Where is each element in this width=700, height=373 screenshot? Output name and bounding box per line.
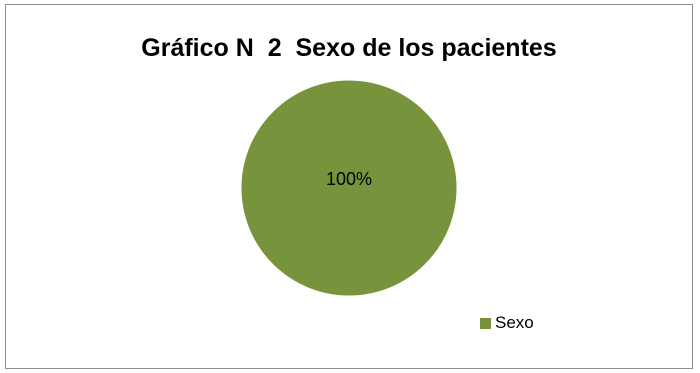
chart-title: Gráfico N 2 Sexo de los pacientes [141,34,557,62]
legend-label: Sexo [495,313,534,332]
chart-frame: Gráfico N 2 Sexo de los pacientes 100% S… [5,4,693,369]
legend: Sexo [480,313,534,333]
pie-slice-sexo [240,79,458,297]
legend-swatch [480,317,491,329]
pie-plot: 100% [240,79,458,297]
pie-data-label: 100% [326,169,372,189]
